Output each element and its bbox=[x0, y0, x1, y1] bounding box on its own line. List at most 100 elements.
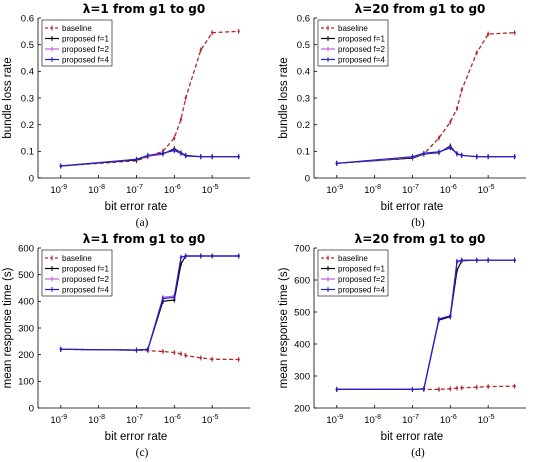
y-tick-label: 0.1 bbox=[21, 147, 34, 158]
x-tick-label: 10-7 bbox=[402, 414, 419, 426]
data-point bbox=[486, 258, 490, 262]
legend-label: proposed f=1 bbox=[338, 34, 385, 43]
x-tick-label: 10-7 bbox=[126, 184, 143, 196]
y-tick-label: 0 bbox=[29, 173, 34, 184]
x-tick-label: 10-5 bbox=[202, 184, 219, 196]
panel-caption: (d) bbox=[411, 447, 425, 459]
data-point bbox=[460, 386, 463, 390]
y-axis-label: mean response time (s) bbox=[2, 267, 14, 388]
data-point bbox=[146, 154, 150, 157]
panel-caption: (b) bbox=[411, 217, 425, 229]
data-point bbox=[173, 296, 176, 299]
chart-panel-3: λ=1 from g1 to g0 0 100 200 300 400 500 600 10-9… bbox=[2, 232, 250, 459]
data-point bbox=[455, 107, 459, 110]
x-tick-label: 10-7 bbox=[126, 414, 143, 426]
legend-label: proposed f=4 bbox=[338, 285, 385, 294]
data-point bbox=[475, 155, 478, 158]
data-point bbox=[173, 298, 176, 302]
data-point bbox=[475, 386, 478, 389]
x-tick-label: 10-8 bbox=[88, 184, 105, 196]
data-point bbox=[184, 354, 187, 357]
data-point bbox=[179, 152, 183, 155]
data-point bbox=[437, 317, 441, 321]
x-tick-label: 10-6 bbox=[164, 414, 181, 426]
y-axis-label: mean response time (s) bbox=[278, 267, 290, 388]
data-point bbox=[173, 149, 176, 152]
series-line-4 bbox=[60, 255, 239, 351]
x-tick-label: 10-5 bbox=[202, 414, 219, 426]
chart-title: λ=1 from g1 to g0 bbox=[83, 2, 205, 16]
x-tick-label: 10-9 bbox=[326, 184, 343, 196]
data-point bbox=[411, 155, 414, 158]
data-point bbox=[210, 358, 214, 361]
y-tick-label: 600 bbox=[18, 243, 34, 254]
data-point bbox=[460, 258, 463, 262]
chart-panel-2: λ=20 from g1 to g0 0 0.1 0.2 0.3 0.4 0.5 0.6 10-… bbox=[278, 2, 526, 229]
chart-title: λ=20 from g1 to g0 bbox=[355, 2, 486, 16]
x-tick-label: 10-5 bbox=[478, 184, 495, 196]
data-point bbox=[135, 158, 138, 161]
data-point bbox=[455, 152, 459, 155]
data-point bbox=[184, 154, 187, 158]
y-tick-label: 0.4 bbox=[21, 67, 34, 78]
x-axis-label: bit error rate bbox=[105, 431, 168, 443]
data-point bbox=[486, 385, 490, 388]
x-axis-label: bit error rate bbox=[105, 201, 168, 213]
data-point bbox=[173, 351, 176, 354]
y-tick-label: 200 bbox=[294, 403, 310, 414]
y-tick-label: 300 bbox=[294, 371, 310, 382]
y-tick-label: 0.1 bbox=[297, 147, 310, 158]
data-point bbox=[179, 118, 183, 121]
data-point bbox=[161, 297, 165, 300]
legend-label: proposed f=2 bbox=[62, 275, 109, 284]
panel-caption: (a) bbox=[136, 217, 149, 229]
data-point bbox=[210, 254, 214, 258]
y-tick-label: 0.3 bbox=[297, 93, 310, 104]
data-point bbox=[179, 256, 183, 259]
x-tick-label: 10-6 bbox=[164, 184, 181, 196]
y-tick-label: 0.5 bbox=[21, 40, 34, 51]
data-point bbox=[161, 350, 165, 353]
data-point bbox=[135, 348, 138, 352]
data-point bbox=[199, 48, 202, 52]
y-tick-label: 0.6 bbox=[297, 13, 310, 24]
y-tick-label: 700 bbox=[294, 243, 310, 254]
data-point bbox=[184, 96, 187, 100]
legend-label: proposed f=4 bbox=[338, 55, 385, 64]
chart-panel-1: λ=1 from g1 to g0 0 0.1 0.2 0.3 0.4 0.5 0.6 10-9… bbox=[2, 2, 250, 229]
x-tick-label: 10-6 bbox=[440, 184, 457, 196]
data-point bbox=[513, 155, 516, 158]
y-tick-label: 0.3 bbox=[21, 93, 34, 104]
x-tick-label: 10-8 bbox=[364, 184, 381, 196]
data-point bbox=[513, 31, 516, 34]
series-line-4 bbox=[336, 259, 515, 390]
y-axis-label: bundle loss rate bbox=[2, 57, 14, 138]
y-tick-label: 0.2 bbox=[21, 120, 34, 131]
panel-caption: (c) bbox=[136, 447, 149, 459]
legend-label: proposed f=4 bbox=[62, 285, 109, 294]
data-point bbox=[335, 388, 338, 391]
series-line-1 bbox=[60, 30, 239, 167]
data-point bbox=[237, 254, 240, 258]
y-tick-label: 500 bbox=[18, 270, 34, 281]
legend-label: proposed f=2 bbox=[62, 45, 109, 54]
x-tick-label: 10-8 bbox=[364, 414, 381, 426]
data-point bbox=[335, 162, 338, 165]
y-tick-label: 0.4 bbox=[297, 67, 310, 78]
chart-panel-4: λ=20 from g1 to g0 200 300 400 500 600 700 10-9… bbox=[278, 232, 526, 459]
x-tick-label: 10-9 bbox=[50, 414, 67, 426]
x-tick-label: 10-6 bbox=[440, 414, 457, 426]
series-line-4 bbox=[60, 149, 239, 167]
data-point bbox=[237, 30, 240, 33]
data-point bbox=[513, 258, 516, 262]
legend-label: baseline bbox=[62, 24, 92, 33]
y-tick-label: 500 bbox=[294, 307, 310, 318]
data-point bbox=[449, 120, 452, 124]
series-line-1 bbox=[60, 348, 239, 361]
legend-label: proposed f=2 bbox=[338, 275, 385, 284]
data-point bbox=[184, 254, 187, 258]
data-point bbox=[437, 150, 441, 154]
x-tick-label: 10-5 bbox=[478, 414, 495, 426]
